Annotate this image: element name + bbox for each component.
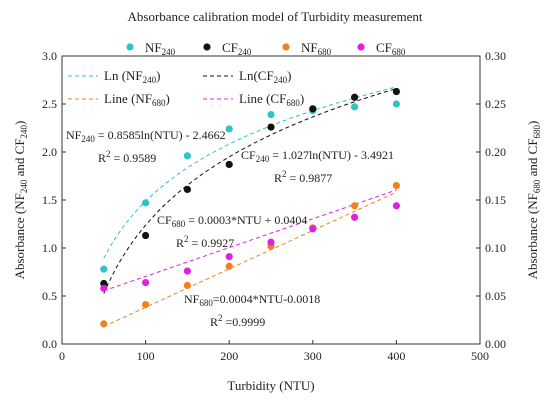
y-right-tick-label: 0.30	[485, 49, 506, 63]
point-cf240	[267, 123, 275, 131]
annotation-eq-cf240: CF240 = 1.027ln(NTU) - 3.4921	[241, 148, 394, 164]
point-nf680	[392, 182, 400, 190]
annotation-eq-nf680: NF680=0.0004*NTU-0.0018	[184, 292, 320, 308]
legend-label-nf680: NF680	[301, 40, 332, 57]
y-left-tick-label: 3.0	[42, 49, 57, 63]
point-cf680	[142, 278, 150, 287]
annotation-eq-nf240: NF240 = 0.8585ln(NTU) - 2.4662	[66, 128, 226, 144]
legend: NF240 CF240 NF680 CF680 Ln (NF240) Ln(CF240) L…	[68, 40, 406, 108]
y-left-tick-label: 2.5	[42, 97, 57, 111]
fit-lines	[103, 86, 397, 327]
annotation-r2-nf240: R2 = 0.9589	[98, 149, 156, 165]
point-cf680	[309, 225, 317, 233]
x-tick-label: 300	[304, 349, 322, 363]
point-nf680	[100, 320, 108, 328]
y-right-tick-label: 0.10	[485, 241, 506, 255]
point-cf240	[309, 105, 317, 113]
point-cf240	[392, 87, 400, 96]
point-nf680	[351, 202, 359, 210]
y-axis-right-title: Absorbance (NF680 and CF680)	[525, 121, 542, 280]
point-cf240	[142, 231, 150, 240]
legend-fit-label-nf240: Ln (NF240)	[104, 68, 160, 85]
y-left-tick-label: 1.5	[42, 193, 57, 207]
x-tick-label: 500	[471, 349, 489, 363]
y-left-tick-label: 0.0	[42, 337, 57, 351]
fit-line-cf240	[103, 88, 397, 294]
point-nf680	[225, 262, 233, 270]
data-points	[100, 87, 400, 328]
annotation-r2-nf680: R2 =0.9999	[210, 313, 265, 329]
point-nf240	[225, 125, 233, 133]
y-right-tick-label: 0.00	[485, 337, 506, 351]
annotation-r2-cf680: R2 = 0.9927	[176, 234, 234, 250]
legend-marker-cf240	[203, 43, 211, 51]
y-right-tick-label: 0.15	[485, 193, 506, 207]
x-axis-title: Turbidity (NTU)	[227, 378, 314, 393]
point-cf680	[351, 213, 359, 221]
point-nf240	[183, 152, 191, 160]
point-cf680	[392, 202, 400, 210]
point-cf680	[225, 253, 233, 261]
fit-line-nf240	[103, 86, 397, 259]
legend-fit-label-cf240: Ln(CF240)	[239, 68, 292, 85]
x-tick-label: 200	[220, 349, 238, 363]
legend-label-cf240: CF240	[222, 40, 252, 57]
legend-marker-cf680	[357, 43, 365, 51]
point-cf680	[100, 284, 108, 292]
point-nf680	[142, 301, 150, 309]
point-nf240	[100, 265, 108, 273]
annotation-r2-cf240: R2 = 0.9877	[274, 169, 332, 185]
y-right-tick-label: 0.05	[485, 289, 506, 303]
point-cf240	[183, 185, 191, 194]
fit-line-nf680	[103, 191, 397, 327]
fit-line-cf680	[103, 189, 397, 292]
point-nf240	[392, 100, 400, 108]
legend-marker-nf680	[282, 43, 290, 51]
point-nf240	[351, 103, 359, 111]
y-axis-left-title: Absorbance (NF240 and CF240)	[12, 121, 29, 280]
x-tick-label: 100	[137, 349, 155, 363]
annotation-eq-cf680: CF680 = 0.0003*NTU + 0.0404	[157, 213, 307, 229]
point-cf680	[267, 238, 275, 246]
x-tick-label: 400	[387, 349, 405, 363]
legend-label-cf680: CF680	[376, 40, 406, 57]
legend-fit-label-cf680: Line (CF680)	[239, 91, 304, 108]
legend-label-nf240: NF240	[145, 40, 176, 57]
legend-marker-nf240	[126, 43, 134, 51]
point-cf240	[351, 93, 359, 101]
fit-annotations: NF240 = 0.8585ln(NTU) - 2.4662 R2 = 0.958…	[66, 128, 394, 329]
y-left-tick-label: 2.0	[42, 145, 57, 159]
y-left-tick-label: 1.0	[42, 241, 57, 255]
legend-fit-label-nf680: Line (NF680)	[104, 91, 170, 108]
y-right-tick-label: 0.25	[485, 97, 506, 111]
point-nf240	[267, 110, 275, 119]
point-cf680	[183, 267, 191, 275]
axis-ticks: 0 100 200 300 400 500 0.0 0.5 1.0 1.5 2.0 2.5 3.0 0.0…	[42, 49, 506, 363]
y-left-tick-label: 0.5	[42, 289, 57, 303]
point-cf240	[225, 160, 233, 169]
x-tick-label: 0	[59, 349, 65, 363]
point-nf240	[142, 199, 150, 207]
point-nf680	[183, 281, 191, 290]
y-right-tick-label: 0.20	[485, 145, 506, 159]
chart-title: Absorbance calibration model of Turbidit…	[128, 9, 423, 24]
